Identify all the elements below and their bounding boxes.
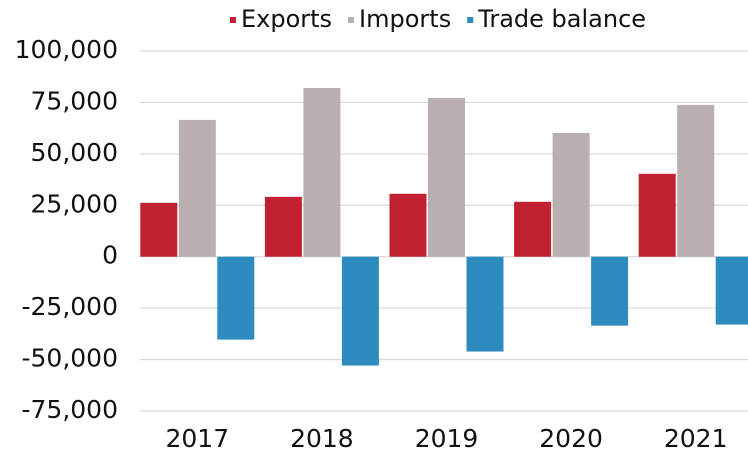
y-tick-label: -75,000: [22, 395, 119, 424]
legend: Exports Imports Trade balance: [229, 5, 646, 33]
legend-swatch: [348, 17, 355, 23]
bar: [341, 256, 379, 366]
legend-swatch: [467, 17, 474, 23]
bar: [217, 256, 255, 340]
y-tick-label: -25,000: [22, 292, 119, 321]
x-tick-label: 2021: [664, 424, 728, 453]
y-tick-label: 50,000: [31, 138, 118, 167]
legend-label: Exports: [241, 5, 332, 33]
bar: [514, 201, 552, 257]
y-tick-label: -50,000: [22, 344, 119, 373]
bar: [303, 88, 341, 257]
bar: [140, 202, 178, 257]
bar: [715, 256, 748, 325]
bar: [264, 196, 302, 257]
bar: [552, 132, 590, 257]
bar: [591, 256, 629, 326]
y-tick-label: 100,000: [15, 35, 118, 64]
x-tick-label: 2019: [415, 424, 479, 453]
x-tick-label: 2018: [290, 424, 354, 453]
bar: [428, 97, 465, 257]
bar: [638, 173, 676, 257]
bar: [466, 256, 504, 352]
y-tick-label: 75,000: [31, 86, 118, 115]
legend-label: Imports: [359, 5, 451, 33]
legend-swatch: [229, 17, 236, 23]
x-tick-label: 2020: [539, 424, 603, 453]
bar: [677, 104, 715, 257]
y-tick-label: 0: [102, 241, 118, 270]
bar: [178, 119, 216, 257]
x-tick-label: 2017: [165, 424, 229, 453]
bar: [389, 193, 427, 257]
legend-label: Trade balance: [477, 5, 646, 33]
y-tick-label: 25,000: [31, 189, 118, 218]
